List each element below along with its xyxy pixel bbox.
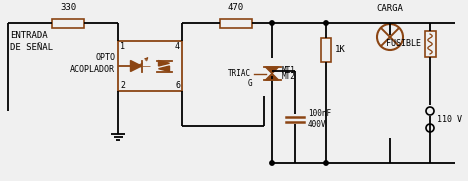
Text: DE SEÑAL: DE SEÑAL — [10, 43, 53, 52]
Polygon shape — [159, 60, 169, 66]
Polygon shape — [265, 73, 278, 80]
Text: 2: 2 — [120, 81, 125, 90]
Bar — [220, 18, 252, 28]
Polygon shape — [159, 66, 169, 71]
Text: OPTO: OPTO — [95, 54, 115, 62]
Bar — [321, 38, 331, 62]
Text: 470: 470 — [228, 3, 244, 12]
Text: 1K: 1K — [335, 45, 346, 54]
Circle shape — [324, 161, 328, 165]
Circle shape — [270, 161, 274, 165]
Text: 110 V: 110 V — [437, 115, 462, 125]
Text: 6: 6 — [175, 81, 180, 90]
Text: 1: 1 — [120, 42, 125, 51]
Polygon shape — [131, 60, 141, 71]
Bar — [424, 31, 436, 57]
Circle shape — [324, 21, 328, 25]
Text: MT2: MT2 — [281, 72, 295, 81]
Polygon shape — [265, 67, 278, 73]
Text: ENTRADA: ENTRADA — [10, 31, 48, 39]
Bar — [52, 18, 84, 28]
Text: MT1: MT1 — [281, 66, 295, 75]
Text: TRIAC: TRIAC — [228, 69, 251, 78]
Text: CARGA: CARGA — [377, 4, 403, 13]
Text: G: G — [247, 79, 252, 89]
Text: 100nF
400V: 100nF 400V — [308, 109, 331, 129]
Text: FUSIBLE: FUSIBLE — [386, 39, 421, 49]
Text: ACOPLADOR: ACOPLADOR — [70, 66, 115, 75]
Text: 4: 4 — [175, 42, 180, 51]
Text: 330: 330 — [60, 3, 76, 12]
Circle shape — [270, 21, 274, 25]
Bar — [118, 41, 182, 91]
